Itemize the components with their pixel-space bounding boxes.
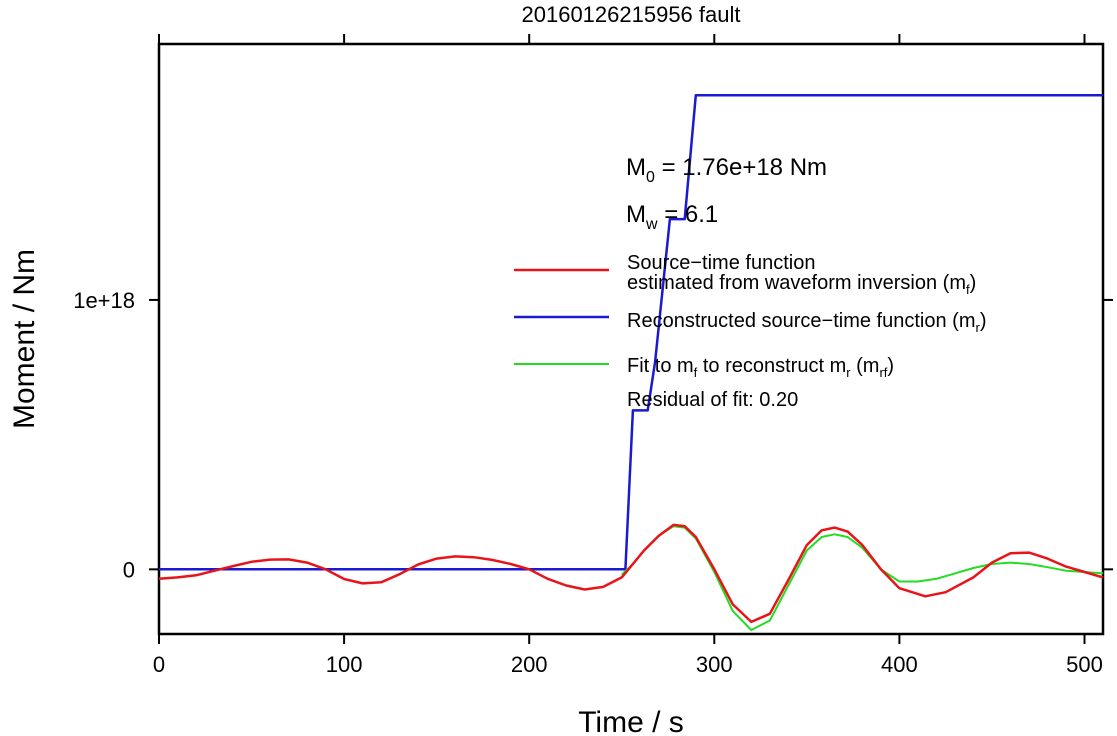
- legend-label-mf-end: ): [970, 272, 977, 294]
- legend-label-mr-text: Reconstructed source−time function (m: [627, 310, 976, 332]
- legend-label-mrf-c: (m: [851, 355, 880, 377]
- y-axis-ticks: 0 1e+18: [73, 288, 1113, 582]
- series-line-mf: [158, 523, 1104, 624]
- y-tick-label-0: 0: [123, 557, 135, 582]
- legend-label-mr-sub: r: [976, 320, 981, 335]
- legend-label-mrf-c-sub: rf: [879, 365, 887, 380]
- x-tick-label-2: 200: [511, 652, 548, 677]
- legend-label-mr: Reconstructed source−time function (mr): [627, 310, 987, 335]
- series-line-mrf: [621, 525, 1104, 631]
- moment-magnitude-value: = 6.1: [658, 201, 719, 228]
- moment-magnitude-subscript: w: [645, 216, 658, 233]
- x-tick-label-3: 300: [696, 652, 733, 677]
- x-tick-label-5: 500: [1066, 652, 1103, 677]
- legend-label-mrf-end: ): [887, 355, 894, 377]
- legend-label-mrf-b: to reconstruct m: [697, 355, 846, 377]
- legend-label-mrf-a: Fit to m: [627, 355, 694, 377]
- x-axis-ticks: 0 100 200 300 400 500: [153, 34, 1103, 677]
- series-layer: [158, 93, 1104, 631]
- plot-frame: [157, 42, 1105, 636]
- seismic-moment-symbol: M: [626, 154, 646, 181]
- seismic-moment-value: = 1.76e+18 Nm: [655, 154, 827, 181]
- seismic-moment-annotation: M0 = 1.76e+18 Nm: [626, 154, 827, 186]
- legend-label-mrf-a-sub: f: [694, 365, 698, 380]
- legend-label-mf-line2: estimated from waveform inversion (mf): [627, 272, 976, 297]
- x-axis-label: Time / s: [578, 706, 684, 736]
- moment-magnitude-symbol: M: [626, 201, 646, 228]
- x-tick-label-4: 400: [881, 652, 918, 677]
- legend: Source−time function estimated from wave…: [514, 252, 987, 411]
- chart-title: 20160126215956 fault: [522, 2, 741, 27]
- residual-annotation: Residual of fit: 0.20: [627, 389, 798, 411]
- x-tick-label-0: 0: [153, 652, 165, 677]
- legend-label-mrf-b-sub: r: [846, 365, 851, 380]
- legend-label-mf-sub: f: [966, 282, 970, 297]
- legend-label-mf-line1: Source−time function: [627, 252, 815, 274]
- series-line-mr: [159, 93, 1103, 571]
- seismic-moment-subscript: 0: [646, 169, 655, 186]
- legend-label-mr-end: ): [980, 310, 987, 332]
- moment-magnitude-annotation: Mw = 6.1: [626, 201, 718, 233]
- y-axis-label: Moment / Nm: [8, 249, 41, 429]
- legend-label-mf-text: estimated from waveform inversion (m: [627, 272, 966, 294]
- legend-label-mrf: Fit to mf to reconstruct mr (mrf): [627, 355, 894, 380]
- y-tick-label-1: 1e+18: [73, 288, 135, 313]
- x-tick-label-1: 100: [326, 652, 363, 677]
